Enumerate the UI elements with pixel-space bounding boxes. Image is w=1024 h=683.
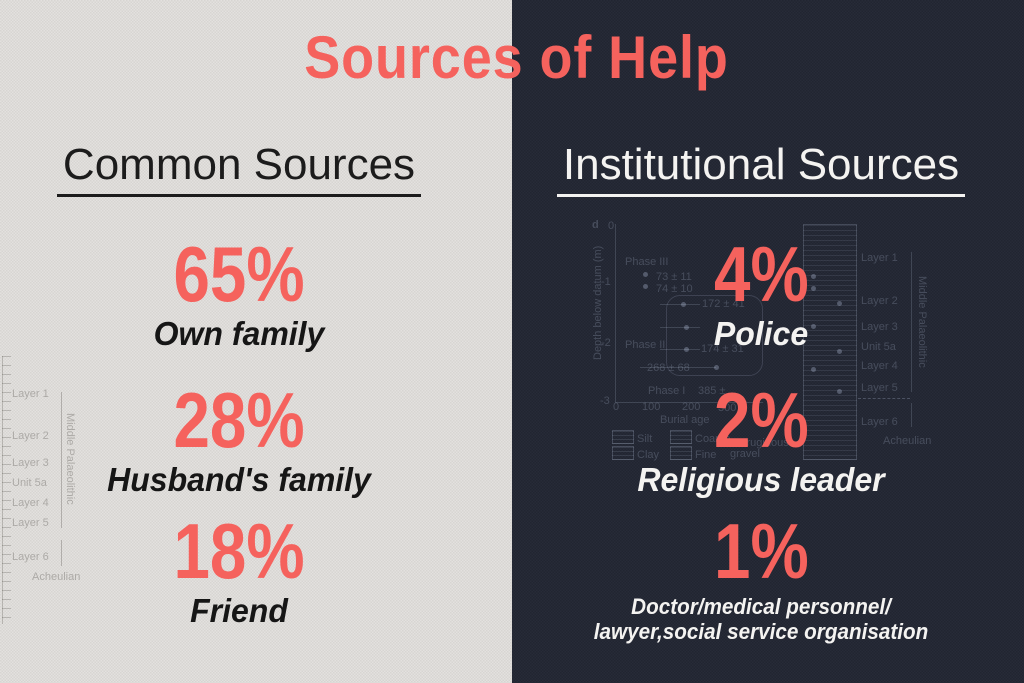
- light-background-panel: [0, 0, 512, 683]
- stat-value-text: 18%: [173, 507, 305, 595]
- stat-label-line1: Doctor/medical personnel/: [631, 594, 891, 619]
- stat-label: Doctor/medical personnel/ lawyer,social …: [538, 594, 984, 644]
- stat-value: 1%: [524, 507, 998, 595]
- stat-friend: 18% Friend: [0, 507, 478, 630]
- dark-background-panel: [512, 0, 1024, 683]
- stat-value: 28%: [0, 376, 478, 464]
- stat-own-family: 65% Own family: [0, 230, 478, 353]
- stat-value: 18%: [0, 507, 478, 595]
- stat-label: Own family: [153, 315, 325, 352]
- stat-value: 2%: [524, 376, 998, 464]
- stat-value: 4%: [524, 230, 998, 318]
- stat-label: Police: [713, 315, 809, 352]
- stat-value: 65%: [0, 230, 478, 318]
- stat-label: Friend: [190, 592, 288, 629]
- common-sources-header: Common Sources: [0, 142, 478, 197]
- column-common-sources: Common Sources 65% Own family 28% Husban…: [0, 0, 478, 683]
- stat-label-line2: lawyer,social service organisation: [593, 619, 929, 644]
- stat-value-text: 28%: [173, 376, 305, 464]
- institutional-sources-header-text: Institutional Sources: [556, 142, 966, 197]
- common-sources-header-text: Common Sources: [56, 142, 422, 197]
- stat-label: Religious leader: [637, 461, 885, 498]
- stat-value-text: 4%: [713, 230, 809, 318]
- stat-doctor-lawyer-social: 1% Doctor/medical personnel/ lawyer,soci…: [524, 507, 998, 644]
- stat-value-text: 65%: [173, 230, 305, 318]
- stat-value-text: 2%: [713, 376, 809, 464]
- institutional-sources-header: Institutional Sources: [524, 142, 998, 197]
- stat-religious-leader: 2% Religious leader: [524, 376, 998, 499]
- stat-label: Husband's family: [107, 461, 371, 498]
- stat-value-text: 1%: [713, 507, 809, 595]
- stat-police: 4% Police: [524, 230, 998, 353]
- column-institutional-sources: Institutional Sources 4% Police 2% Relig…: [524, 0, 998, 683]
- page-title: Sources of Help: [304, 24, 729, 91]
- stat-husbands-family: 28% Husband's family: [0, 376, 478, 499]
